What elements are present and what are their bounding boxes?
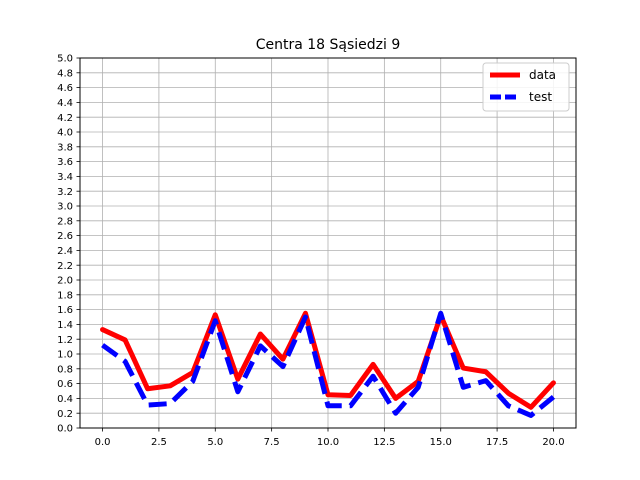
x-axis: 0.0 2.5 5.0 7.5 10.0 12.5 15.0 17.5 20.0 (95, 428, 565, 448)
series-lines (100, 310, 556, 418)
y-tick-label: 3.6 (57, 157, 73, 168)
y-tick-label: 2.4 (57, 246, 73, 257)
y-tick-label: 3.0 (57, 202, 73, 213)
y-tick-label: 4.8 (57, 68, 73, 79)
series-line-data (100, 310, 556, 410)
y-tick-label: 4.6 (57, 83, 73, 94)
y-tick-label: 1.4 (57, 320, 73, 331)
legend-label-test: test (529, 90, 552, 104)
y-tick-label: 2.2 (57, 261, 73, 272)
y-tick-label: 0.6 (57, 379, 73, 390)
y-tick-label: 1.8 (57, 290, 73, 301)
x-tick-label: 20.0 (542, 437, 564, 448)
y-tick-label: 3.4 (57, 172, 73, 183)
y-tick-label: 0.0 (57, 424, 73, 435)
y-tick-label: 5.0 (57, 54, 73, 65)
legend-label-data: data (529, 68, 556, 82)
x-tick-label: 17.5 (486, 437, 508, 448)
y-tick-label: 1.6 (57, 305, 73, 316)
x-tick-label: 7.5 (264, 437, 280, 448)
y-tick-label: 3.8 (57, 142, 73, 153)
y-tick-label: 4.0 (57, 128, 73, 139)
x-tick-label: 5.0 (207, 437, 223, 448)
y-tick-label: 1.2 (57, 335, 73, 346)
legend: data test (482, 62, 570, 112)
x-tick-label: 0.0 (95, 437, 111, 448)
y-tick-label: 0.2 (57, 409, 73, 420)
y-tick-label: 2.6 (57, 231, 73, 242)
y-tick-label: 2.0 (57, 276, 73, 287)
x-tick-label: 2.5 (151, 437, 167, 448)
chart-title: Centra 18 Sąsiedzi 9 (256, 37, 401, 53)
y-tick-label: 3.2 (57, 187, 73, 198)
y-tick-label: 0.4 (57, 394, 73, 405)
y-tick-label: 0.8 (57, 364, 73, 375)
y-tick-label: 4.4 (57, 98, 73, 109)
x-tick-label: 10.0 (317, 437, 339, 448)
y-axis: 0.0 0.2 0.4 0.6 0.8 1.0 1.2 1.4 1.6 1.8 2.0 2.2 2.4 2… (57, 54, 80, 435)
y-tick-label: 2.8 (57, 216, 73, 227)
series-line-test (101, 310, 556, 418)
x-tick-label: 12.5 (373, 437, 395, 448)
legend-box (482, 62, 570, 112)
x-tick-label: 15.0 (430, 437, 452, 448)
y-tick-label: 1.0 (57, 350, 73, 361)
y-tick-label: 4.2 (57, 113, 73, 124)
